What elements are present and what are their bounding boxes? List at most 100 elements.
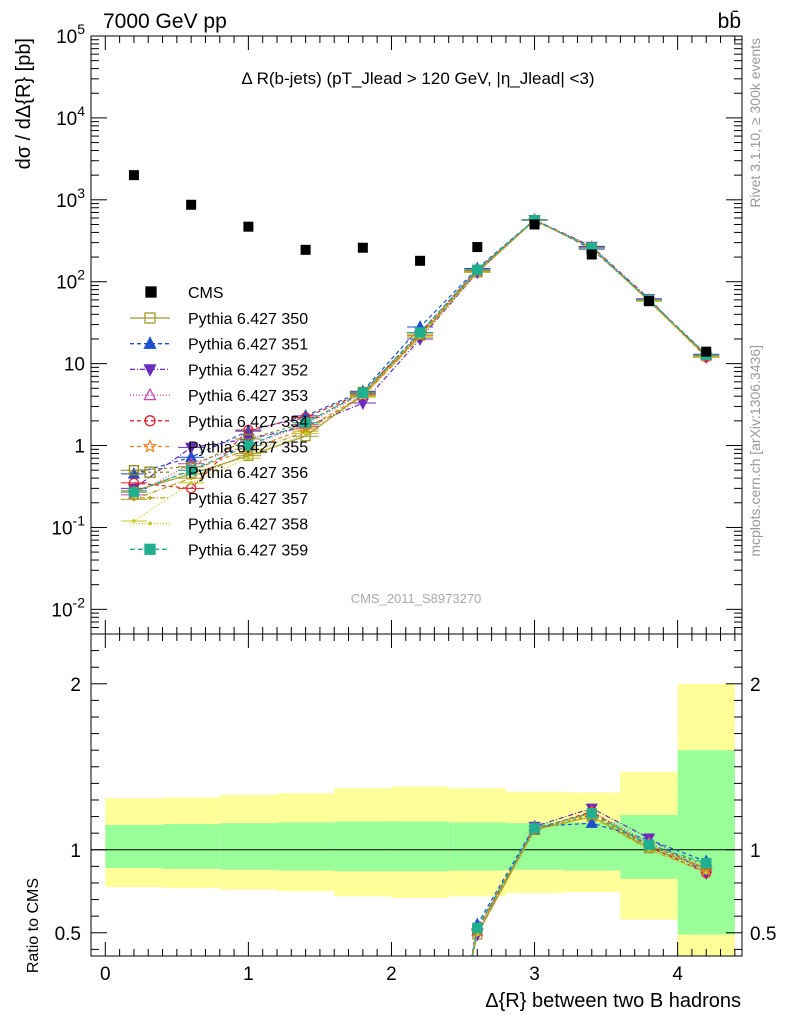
legend-label: Pythia 6.427 354 bbox=[188, 414, 308, 431]
legend-marker bbox=[148, 496, 152, 500]
legend-marker bbox=[144, 543, 156, 555]
side-label-rivet: Rivet 3.1.10, ≥ 300k events bbox=[747, 38, 763, 208]
legend-label: Pythia 6.427 352 bbox=[188, 362, 308, 379]
ratio-series-9 bbox=[471, 808, 712, 956]
legend-marker bbox=[143, 387, 157, 401]
cms-data-point bbox=[529, 219, 540, 230]
cms-data-point bbox=[186, 199, 197, 210]
uncertainty-band-inner bbox=[162, 824, 220, 869]
series-point bbox=[186, 465, 197, 476]
legend-label: Pythia 6.427 359 bbox=[188, 542, 308, 559]
bottom-frame bbox=[90, 633, 743, 957]
y-tick-label: 103 bbox=[56, 185, 85, 212]
legend-marker bbox=[144, 312, 156, 324]
cms-data-point bbox=[472, 242, 483, 253]
cms-data-point bbox=[243, 221, 254, 232]
uncertainty-band-inner bbox=[334, 821, 392, 872]
ratio-point bbox=[701, 857, 712, 869]
y-axis-label-top: dσ / dΔ{R} [pb] bbox=[13, 38, 35, 169]
legend-label: Pythia 6.427 350 bbox=[188, 311, 308, 328]
cms-data-point bbox=[128, 170, 139, 181]
x-axis-label: Δ{R} between two B hadrons bbox=[485, 990, 741, 1012]
legend-label: Pythia 6.427 356 bbox=[188, 465, 308, 482]
y-tick-label: 10 bbox=[64, 355, 85, 376]
legend-label: Pythia 6.427 351 bbox=[188, 337, 308, 354]
x-tick-label: 3 bbox=[529, 964, 540, 985]
series-point bbox=[189, 481, 193, 485]
cms-data-point bbox=[357, 242, 368, 253]
ratio-point bbox=[585, 816, 598, 828]
legend-marker-cms bbox=[145, 286, 157, 298]
legend-label: Pythia 6.427 358 bbox=[188, 517, 308, 534]
y-tick-label: 10-1 bbox=[51, 512, 85, 539]
header-right: bb̄ bbox=[718, 10, 741, 33]
legend-marker bbox=[143, 364, 157, 377]
legend-marker bbox=[144, 415, 156, 427]
legend-marker bbox=[142, 438, 158, 453]
legend-marker bbox=[148, 521, 152, 526]
cms-data-point bbox=[300, 244, 311, 255]
cms-data-point bbox=[415, 255, 426, 266]
y-tick-label: 10-2 bbox=[51, 594, 85, 621]
ratio-point bbox=[586, 808, 597, 819]
y-tick-label: 105 bbox=[56, 21, 85, 48]
uncertainty-band-inner bbox=[277, 822, 335, 871]
y-axis-label-ratio: Ratio to CMS bbox=[25, 878, 42, 973]
legend-label: Pythia 6.427 353 bbox=[188, 388, 308, 405]
uncertainty-band-inner bbox=[563, 822, 621, 871]
y-tick-label-ratio: 1 bbox=[70, 841, 81, 862]
series-point bbox=[303, 431, 308, 436]
y-tick-label-ratio-right: 0.5 bbox=[750, 924, 776, 945]
y-tick-label: 1 bbox=[74, 437, 85, 458]
analysis-watermark: CMS_2011_S8973270 bbox=[351, 591, 482, 606]
x-tick-label: 4 bbox=[672, 964, 683, 985]
uncertainty-band-inner bbox=[105, 824, 163, 869]
series-point bbox=[243, 440, 254, 451]
series-line bbox=[133, 219, 707, 522]
legend-label: Pythia 6.427 355 bbox=[188, 440, 308, 457]
legend-marker bbox=[143, 336, 157, 349]
series-point bbox=[356, 398, 369, 410]
ratio-line bbox=[471, 812, 707, 956]
series-point bbox=[414, 327, 426, 338]
x-tick-label: 2 bbox=[386, 964, 397, 985]
series-point bbox=[300, 417, 311, 428]
legend-label-cms: CMS bbox=[188, 285, 224, 302]
uncertainty-band-inner bbox=[391, 821, 449, 872]
series-point bbox=[246, 456, 251, 461]
header-left: 7000 GeV pp bbox=[103, 10, 227, 33]
ratio-line bbox=[471, 815, 707, 956]
ratio-point bbox=[472, 922, 483, 933]
ratio-point bbox=[704, 871, 709, 875]
series-point bbox=[246, 451, 251, 456]
ratio-point bbox=[643, 839, 655, 850]
uncertainty-band-inner bbox=[448, 822, 506, 871]
cms-data-point bbox=[586, 249, 597, 260]
series-point bbox=[132, 519, 136, 523]
y-tick-label-ratio-right: 1 bbox=[750, 841, 761, 862]
ratio-point bbox=[529, 823, 540, 834]
y-tick-label: 102 bbox=[56, 267, 85, 294]
cms-data-point bbox=[701, 346, 712, 357]
y-tick-label: 104 bbox=[56, 103, 85, 130]
series-point bbox=[357, 387, 368, 398]
series-point bbox=[472, 264, 483, 275]
series-point bbox=[128, 486, 140, 498]
ratio-line bbox=[471, 812, 707, 956]
y-tick-label-ratio: 0.5 bbox=[55, 924, 81, 945]
uncertainty-band-inner bbox=[219, 823, 277, 870]
legend-label: Pythia 6.427 357 bbox=[188, 491, 308, 508]
cms-data-point bbox=[644, 296, 654, 307]
series-point bbox=[189, 476, 193, 480]
y-tick-label-ratio-right: 2 bbox=[750, 675, 761, 696]
x-tick-label: 0 bbox=[100, 964, 111, 985]
ratio-point bbox=[701, 867, 712, 879]
legend-marker bbox=[144, 466, 156, 478]
x-tick-label: 1 bbox=[243, 964, 254, 985]
series-point bbox=[128, 465, 140, 476]
uncertainty-band-inner bbox=[677, 750, 735, 935]
series-point bbox=[185, 442, 198, 455]
ratio-line bbox=[471, 807, 707, 956]
side-label-mcplots: mcplots.cern.ch [arXiv:1306.3436] bbox=[747, 345, 763, 557]
